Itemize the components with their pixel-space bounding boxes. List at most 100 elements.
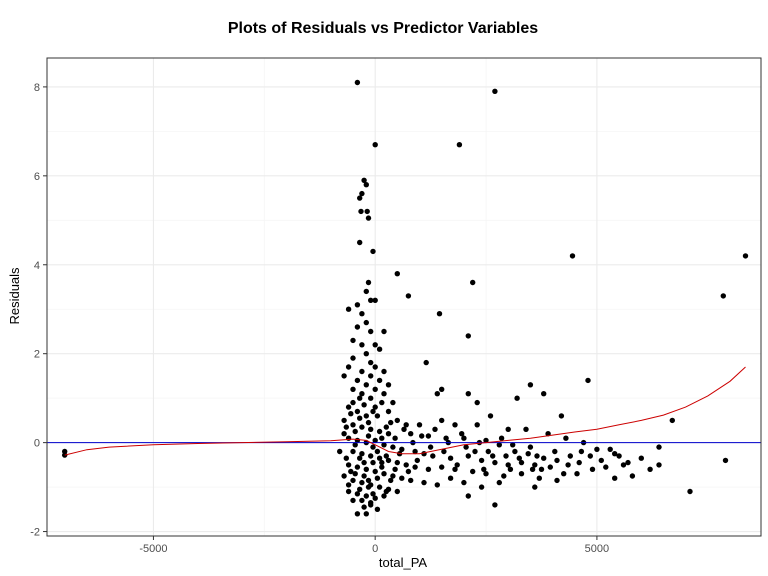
- data-point: [363, 182, 369, 188]
- y-axis: -2 0 2 4 6 8: [30, 82, 47, 539]
- data-point: [368, 395, 374, 401]
- data-point: [481, 466, 487, 472]
- data-point: [357, 455, 363, 461]
- data-point: [372, 297, 378, 303]
- data-point: [357, 395, 363, 401]
- data-point: [372, 437, 378, 444]
- data-point: [470, 279, 476, 286]
- data-point: [518, 471, 525, 477]
- data-point: [527, 444, 534, 450]
- data-point: [516, 455, 522, 461]
- data-point: [359, 368, 365, 375]
- data-point: [390, 473, 396, 479]
- data-point: [569, 253, 576, 259]
- data-point: [518, 459, 525, 466]
- data-point: [439, 386, 445, 392]
- data-point: [379, 435, 385, 441]
- data-point: [359, 311, 365, 317]
- data-point: [687, 488, 693, 495]
- data-point: [370, 444, 376, 450]
- data-point: [390, 444, 396, 450]
- data-point: [501, 473, 507, 479]
- data-point: [485, 448, 491, 455]
- data-point: [394, 459, 400, 466]
- data-point: [383, 488, 389, 495]
- data-point: [345, 435, 352, 441]
- data-point: [365, 419, 372, 426]
- data-point: [383, 453, 389, 459]
- data-point: [394, 488, 400, 495]
- data-point: [461, 435, 467, 441]
- data-point: [525, 451, 531, 457]
- data-point: [527, 382, 534, 388]
- data-point: [372, 404, 378, 410]
- data-point: [365, 477, 372, 484]
- data-point: [354, 491, 361, 497]
- data-point: [374, 475, 381, 481]
- data-point: [352, 442, 358, 448]
- data-point: [383, 424, 389, 430]
- data-point: [503, 453, 509, 459]
- data-point: [447, 455, 454, 461]
- data-point: [357, 486, 363, 492]
- data-point: [607, 446, 613, 452]
- data-point: [412, 464, 418, 470]
- data-point: [414, 457, 420, 464]
- data-point: [372, 386, 378, 392]
- smooth-line-group: [64, 366, 746, 456]
- data-point: [381, 368, 387, 375]
- data-point: [532, 462, 538, 468]
- y-tick-label: 8: [34, 82, 40, 94]
- y-tick-label: 2: [34, 349, 40, 361]
- data-point: [354, 511, 361, 517]
- grid: [47, 58, 761, 536]
- data-point: [558, 413, 565, 419]
- data-point: [565, 462, 571, 468]
- data-point: [370, 248, 376, 255]
- data-point: [536, 475, 542, 481]
- data-point: [361, 459, 367, 466]
- data-point: [669, 417, 675, 424]
- data-point: [576, 459, 582, 466]
- data-point: [354, 464, 361, 470]
- data-point: [578, 448, 585, 455]
- data-point: [523, 426, 529, 432]
- data-point: [368, 502, 374, 508]
- data-point: [368, 359, 374, 366]
- data-point: [722, 457, 729, 464]
- data-point: [348, 468, 354, 475]
- chart-title: Plots of Residuals vs Predictor Variable…: [228, 20, 538, 37]
- data-point: [452, 422, 458, 428]
- x-tick-label: -5000: [139, 543, 167, 555]
- data-point: [341, 417, 347, 424]
- data-point: [742, 253, 749, 259]
- data-point: [547, 464, 553, 470]
- data-point: [368, 453, 374, 459]
- data-point: [403, 422, 409, 428]
- data-point: [505, 462, 511, 468]
- data-point: [514, 395, 520, 401]
- data-point: [388, 419, 394, 426]
- smooth-line: [64, 366, 746, 456]
- data-point: [487, 413, 494, 419]
- data-point: [432, 426, 438, 432]
- data-point: [656, 462, 662, 468]
- data-point: [376, 484, 383, 490]
- data-point: [363, 493, 369, 499]
- data-point: [532, 484, 538, 490]
- data-point: [401, 426, 407, 432]
- data-point: [587, 453, 593, 459]
- data-point: [598, 457, 604, 464]
- data-point: [372, 342, 378, 348]
- data-point: [647, 466, 653, 472]
- x-tick-label: 0: [372, 543, 378, 555]
- data-point: [352, 428, 358, 435]
- data-point: [492, 88, 498, 95]
- data-point: [436, 311, 443, 317]
- data-point: [354, 79, 361, 86]
- y-tick-label: 0: [34, 438, 40, 450]
- data-point: [459, 431, 465, 437]
- data-point: [620, 462, 627, 468]
- data-point: [416, 422, 423, 428]
- data-point: [345, 364, 352, 370]
